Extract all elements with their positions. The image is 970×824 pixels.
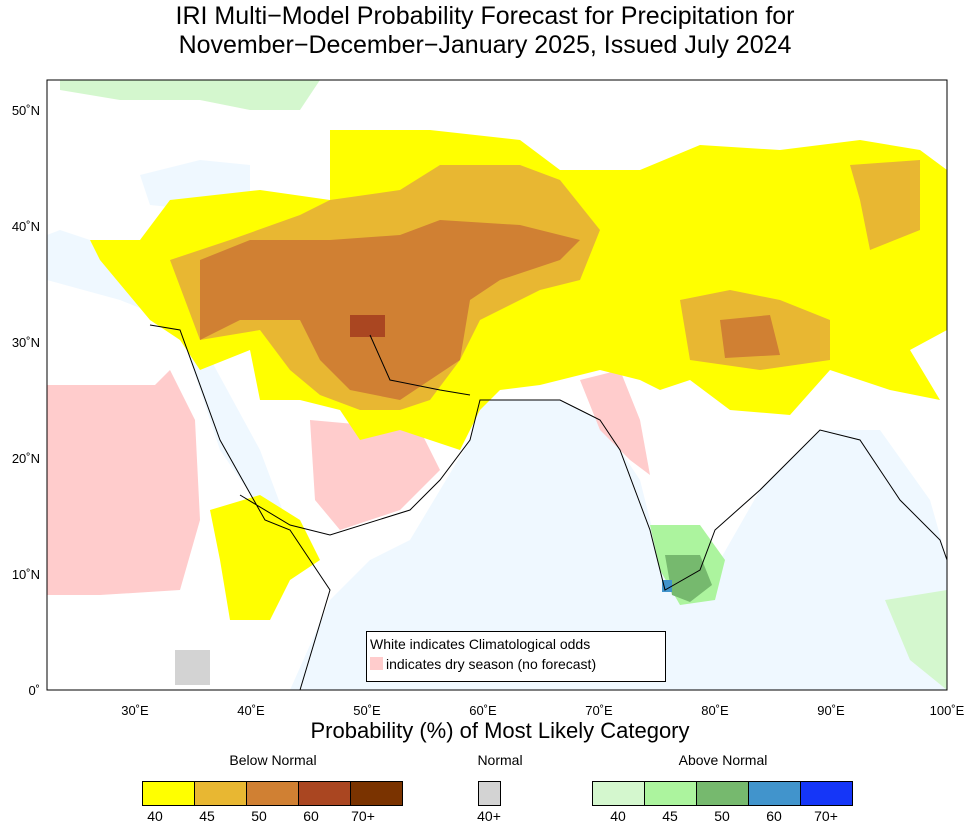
- legend-tick: 40+: [477, 808, 501, 824]
- lat-label: 50˚N: [12, 103, 40, 118]
- legend-tick: 60: [303, 808, 319, 824]
- legend-below-label: Below Normal: [229, 752, 317, 768]
- swatch-above-45: [645, 782, 697, 805]
- swatch-below-70: [351, 782, 402, 805]
- red-sea: [180, 330, 290, 530]
- lon-label: 50˚E: [353, 703, 381, 718]
- below-normal-45-east: [680, 160, 920, 370]
- legend-normal-bar: [478, 781, 501, 806]
- indian-ocean: [290, 400, 947, 690]
- lat-label: 40˚N: [12, 219, 40, 234]
- lon-label: 30˚E: [121, 703, 149, 718]
- above-normal-sumatra: [885, 590, 947, 690]
- lat-label: 30˚N: [12, 335, 40, 350]
- lon-labels: 30˚E 40˚E 50˚E 60˚E 70˚E 80˚E 90˚E 100˚E: [121, 703, 964, 718]
- map-frame: [46, 79, 948, 691]
- legend-tick: 60: [766, 808, 782, 824]
- forecast-map: 50˚N 40˚N 30˚N 20˚N 10˚N 0˚ 30˚E 40˚E 50…: [12, 79, 965, 718]
- lon-label: 90˚E: [817, 703, 845, 718]
- swatch-below-45: [195, 782, 247, 805]
- below-normal-50-region: [200, 220, 580, 400]
- above-normal-50-india: [665, 555, 712, 602]
- title-line-2: November−December−January 2025, Issued J…: [178, 31, 792, 59]
- lon-label: 80˚E: [701, 703, 729, 718]
- swatch-below-50: [247, 782, 299, 805]
- legend-below-bar: [142, 781, 403, 806]
- swatch-above-40: [593, 782, 645, 805]
- map-note-box: White indicates Climatological odds indi…: [366, 631, 666, 682]
- legend-normal-label: Normal: [477, 752, 523, 768]
- legend-tick: 45: [662, 808, 678, 824]
- swatch-below-60: [299, 782, 351, 805]
- above-normal-60-cell: [662, 580, 672, 592]
- swatch-normal-40: [479, 782, 500, 805]
- above-normal-north: [60, 80, 320, 110]
- lon-label: 70˚E: [585, 703, 613, 718]
- lat-label: 10˚N: [12, 567, 40, 582]
- below-normal-40-horn: [210, 495, 320, 620]
- legend-tick: 40: [610, 808, 626, 824]
- legend-tick: 40: [147, 808, 163, 824]
- coastline: [149, 324, 947, 690]
- below-normal-50-east: [720, 315, 780, 358]
- legend-title: Probability (%) of Most Likely Category: [310, 718, 690, 743]
- note-dry-season: indicates dry season (no forecast): [370, 654, 665, 674]
- swatch-above-50: [697, 782, 749, 805]
- swatch-above-70: [801, 782, 852, 805]
- dry-season-arabia: [310, 420, 440, 530]
- note-climatology: White indicates Climatological odds: [370, 636, 591, 652]
- lat-labels: 50˚N 40˚N 30˚N 20˚N 10˚N 0˚: [12, 103, 40, 698]
- legend-above-bar: [592, 781, 853, 806]
- legend-tick: 50: [714, 808, 730, 824]
- legend-tick: 70+: [351, 808, 375, 824]
- dry-season-india: [580, 370, 650, 475]
- note-dry-season-text: indicates dry season (no forecast): [386, 656, 597, 672]
- legend-tick: 45: [199, 808, 215, 824]
- legend-tick: 50: [251, 808, 267, 824]
- swatch-above-60: [749, 782, 801, 805]
- lon-label: 60˚E: [469, 703, 497, 718]
- title-line-1: IRI Multi−Model Probability Forecast for…: [175, 2, 795, 30]
- lon-label: 100˚E: [930, 703, 965, 718]
- legend-tick: 70+: [814, 808, 838, 824]
- dry-season-africa: [47, 370, 200, 595]
- lat-label: 0˚: [28, 683, 40, 698]
- legend-above-label: Above Normal: [678, 752, 768, 768]
- normal-cell: [175, 650, 210, 685]
- swatch-below-40: [143, 782, 195, 805]
- below-normal-60-cell: [350, 315, 385, 337]
- lon-label: 40˚E: [237, 703, 265, 718]
- dry-season-swatch: [370, 657, 383, 670]
- lat-label: 20˚N: [12, 451, 40, 466]
